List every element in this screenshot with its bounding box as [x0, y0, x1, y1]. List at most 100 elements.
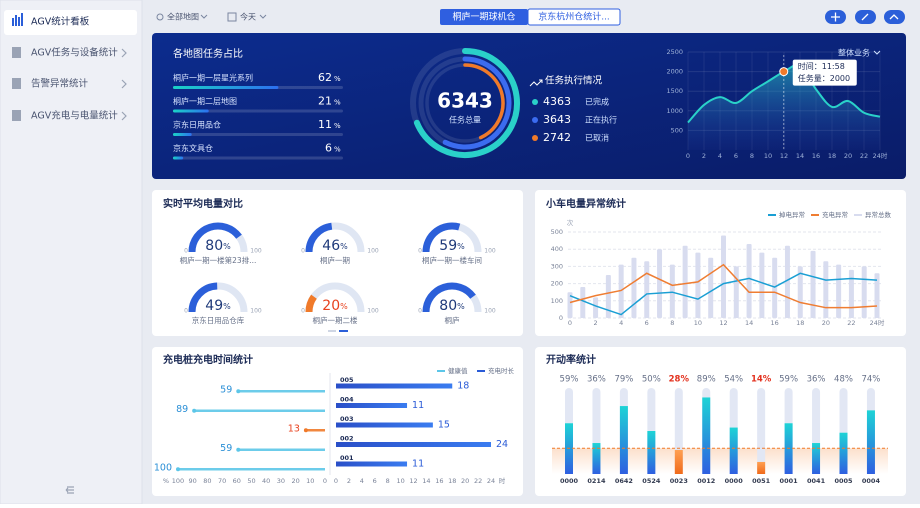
x-tick-label: 0: [323, 477, 327, 485]
health-dot: [303, 428, 308, 433]
x-tick-label: 0001: [780, 477, 799, 485]
series-line: [569, 272, 878, 316]
value-label: 59%: [560, 375, 579, 385]
panel-title: 充电桩充电时间统计: [163, 353, 253, 366]
x-tick-label: 0: [334, 477, 338, 485]
button-icons: [831, 12, 899, 22]
gauge-unit: %: [223, 302, 231, 311]
status-dot: [532, 99, 538, 105]
map-name: 桐庐一期一层星光系列: [173, 73, 253, 83]
x-tick-label: 4: [619, 319, 623, 327]
share-bar: [173, 133, 192, 136]
x-tick-label: 16: [771, 319, 779, 327]
legend-swatch: [768, 214, 776, 216]
x-tick-label: 100: [172, 477, 184, 485]
value-label: 79%: [614, 375, 633, 385]
gauge-max: 100: [250, 248, 262, 255]
gauge-max: 100: [367, 308, 379, 315]
bar: [682, 245, 688, 318]
y-tick-label: 0: [559, 314, 563, 322]
x-tick-label: 24: [487, 477, 495, 485]
threshold-area: [552, 448, 888, 474]
x-tick-label: 16: [812, 152, 820, 160]
share-value: 6: [325, 142, 332, 155]
selector-arrow: [873, 50, 881, 55]
share-value: 21: [318, 95, 332, 108]
y-tick-label: 500: [671, 126, 683, 134]
gauge-min: 0: [184, 308, 188, 315]
legend-swatch: [811, 214, 819, 216]
gauge-max: 100: [250, 308, 262, 315]
legend-label: 掉电异常: [779, 210, 805, 219]
duration-bar: [336, 422, 433, 428]
gauge-value: 59%: [439, 238, 465, 254]
gauge-name: 桐庐一期一楼第23排...: [180, 255, 257, 265]
map-name: 京东文具仓: [173, 143, 213, 153]
bar: [580, 287, 586, 318]
gauge-number: 49: [205, 298, 223, 314]
nav-item: 告警异常统计: [31, 78, 89, 90]
total-label: 任务总量: [449, 115, 481, 125]
page-dot-active[interactable]: [339, 330, 348, 332]
gauge-name: 桐庐一期一楼车间: [422, 255, 482, 265]
value-label: 59%: [779, 375, 798, 385]
page-dot[interactable]: [328, 330, 336, 332]
share-track: [173, 156, 343, 160]
bar: [657, 249, 663, 318]
legend-label: 充电异常: [822, 210, 848, 219]
gauge-arc: [422, 222, 461, 253]
x-tick-label: 0041: [807, 477, 826, 485]
bar: [797, 266, 803, 318]
x-tick-label: 90: [189, 477, 197, 485]
x-tick-label: 8: [670, 319, 674, 327]
legend-label: 异常总数: [865, 210, 892, 219]
x-tick-label: 10: [764, 152, 772, 160]
bar: [836, 264, 842, 318]
status-label: 已完成: [585, 97, 609, 107]
duration-value: 18: [457, 381, 469, 392]
share-bar: [173, 109, 209, 113]
x-tick-label: 2: [594, 319, 598, 327]
sidebar: [0, 0, 143, 505]
gauge-min: 0: [301, 308, 305, 315]
active-item[interactable]: [4, 10, 137, 35]
map-name: 桐庐一期二层地图: [173, 96, 237, 106]
duration-value: 24: [496, 439, 508, 450]
row-name: 004: [340, 396, 354, 404]
y-tick-label: 1000: [666, 107, 683, 115]
section-title: 各地图任务占比: [173, 47, 243, 60]
trend-icon: [529, 79, 543, 87]
bar-track: [757, 388, 766, 474]
health-dot: [176, 467, 180, 472]
x-tick-label: 70: [218, 477, 226, 485]
x-tick-label: 20: [291, 477, 299, 485]
x-tick-label: 50: [247, 477, 255, 485]
health-bar: [238, 448, 325, 451]
x-tick-label: 0004: [862, 477, 881, 485]
bar: [759, 252, 765, 318]
share-unit: %: [334, 122, 341, 130]
axis-unit: %: [163, 477, 169, 485]
gauge-value: 80%: [205, 238, 231, 254]
share-unit: %: [334, 146, 341, 154]
nav-item: AGV充电与电量统计: [31, 110, 118, 122]
x-tick-label: 10: [396, 477, 404, 485]
map-icon: [156, 13, 164, 21]
x-tick-label: 22: [474, 477, 482, 485]
bar: [729, 427, 738, 474]
value-label: 50%: [642, 375, 661, 385]
value-label: 74%: [861, 375, 880, 385]
status-dot: [532, 135, 538, 141]
gauge-max: 100: [484, 248, 496, 255]
tab-active[interactable]: [440, 9, 528, 25]
x-tick-label: 20: [822, 319, 830, 327]
x-tick-label: 24时: [870, 318, 885, 327]
row-name: 003: [340, 415, 354, 423]
health-value: 59: [220, 385, 232, 396]
x-tick-label: 0000: [560, 477, 579, 485]
sidebar-icons: [12, 13, 23, 121]
value-label: 36%: [807, 375, 826, 385]
section-title: 任务执行情况: [545, 75, 603, 87]
bar: [674, 449, 683, 474]
tab[interactable]: [527, 8, 621, 26]
